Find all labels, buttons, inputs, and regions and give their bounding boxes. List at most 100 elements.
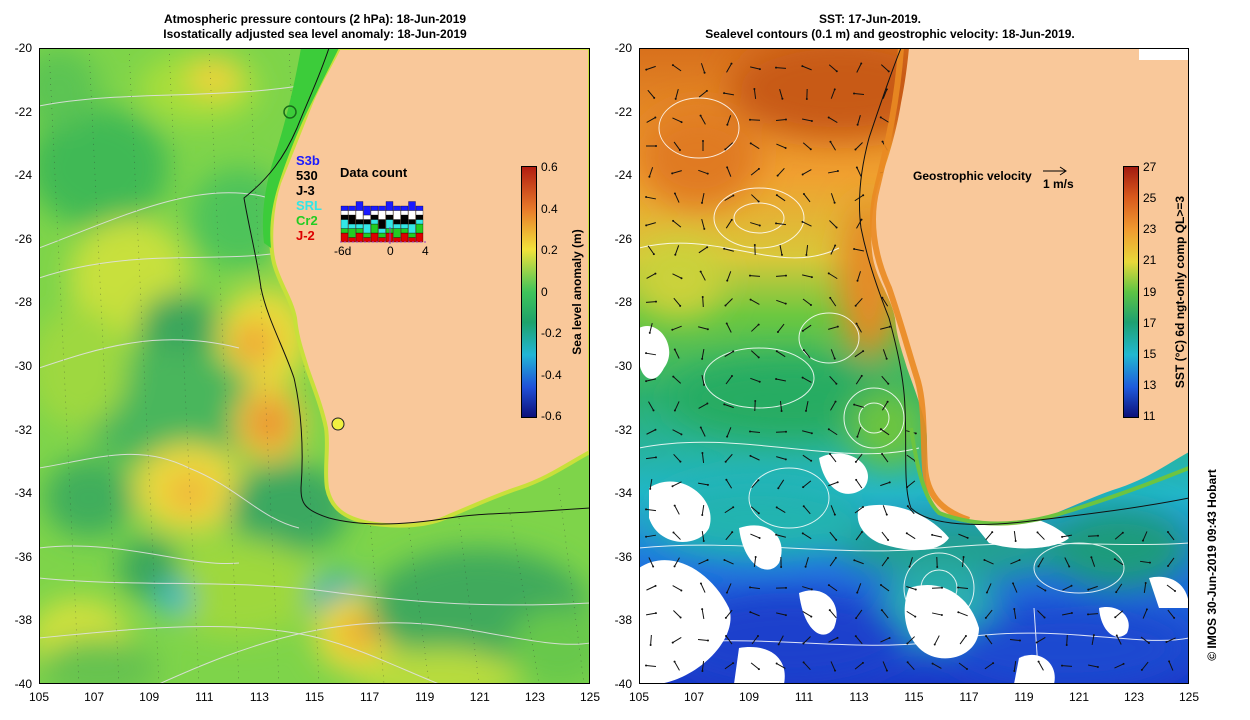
velocity-arrow-head xyxy=(1014,539,1017,542)
colorbar-tick-label: -0.2 xyxy=(541,326,562,340)
longitude-tick-label: 105 xyxy=(28,690,50,704)
velocity-arrow-head xyxy=(855,617,858,620)
velocity-arrow xyxy=(646,585,656,591)
longitude-tick-label: 113 xyxy=(849,690,869,704)
velocity-arrow-head xyxy=(730,218,733,221)
velocity-arrow xyxy=(803,349,811,359)
velocity-arrow-head xyxy=(653,96,656,99)
velocity-arrow xyxy=(856,63,862,73)
longitude-tick-label: 109 xyxy=(139,690,160,704)
velocity-arrow-head xyxy=(749,118,752,121)
velocity-arrow xyxy=(776,194,786,202)
velocity-arrow-head xyxy=(936,565,939,568)
colorbar-tick-label: 0.6 xyxy=(541,160,558,174)
colorbar-tick-label: 0.4 xyxy=(541,201,558,216)
velocity-arrow xyxy=(882,89,888,99)
velocity-arrow-head xyxy=(879,116,882,119)
velocity-arrow xyxy=(778,635,784,645)
velocity-arrow xyxy=(853,92,865,96)
velocity-arrow-head xyxy=(674,97,677,100)
velocity-arrow-head xyxy=(784,430,787,433)
right-title-line2: Sealevel contours (0.1 m) and geostrophi… xyxy=(705,27,1075,41)
velocity-arrow-head xyxy=(732,194,735,197)
velocity-arrow-head xyxy=(914,615,917,618)
velocity-arrow xyxy=(802,454,812,462)
velocity-arrow-head xyxy=(965,668,968,671)
velocity-arrow xyxy=(882,349,888,359)
longitude-tick-label: 119 xyxy=(415,690,435,704)
velocity-arrow-head xyxy=(654,428,657,431)
velocity-arrow xyxy=(802,430,812,434)
velocity-arrow xyxy=(674,193,680,203)
velocity-arrow xyxy=(724,559,734,565)
velocity-arrow-head xyxy=(702,539,705,542)
velocity-arrow xyxy=(1013,530,1017,542)
velocity-arrow xyxy=(672,64,682,72)
velocity-arrow-head xyxy=(833,88,836,91)
velocity-arrow-head xyxy=(853,248,856,251)
velocity-arrow-head xyxy=(749,430,752,433)
colorbar-tick-label: 19 xyxy=(1143,284,1157,299)
velocity-arrow xyxy=(1037,610,1045,618)
velocity-arrow xyxy=(645,534,657,538)
data-count-bar-segment xyxy=(363,237,371,243)
velocity-arrow-head xyxy=(906,505,909,508)
data-count-bar-segment xyxy=(355,210,364,220)
velocity-arrow-head xyxy=(1113,558,1116,561)
velocity-arrow xyxy=(856,323,862,333)
velocity-arrow-head xyxy=(802,486,805,489)
velocity-arrow-head xyxy=(1013,608,1016,611)
velocity-arrow-head xyxy=(724,460,727,463)
velocity-arrow-head xyxy=(723,403,726,406)
velocity-arrow xyxy=(803,661,811,671)
data-count-bar-segment xyxy=(348,228,356,238)
velocity-arrow-head xyxy=(827,584,830,587)
velocity-arrow xyxy=(750,168,760,176)
velocity-arrow-head xyxy=(703,71,706,74)
data-count-bar-segment xyxy=(393,210,401,220)
velocity-arrow xyxy=(776,506,786,514)
velocity-arrow-head xyxy=(654,612,657,615)
velocity-arrow xyxy=(1140,636,1150,644)
data-count-bar-segment xyxy=(370,219,379,225)
velocity-arrow xyxy=(1087,535,1099,537)
velocity-arrow xyxy=(648,167,654,177)
longitude-tick-label: 115 xyxy=(304,690,325,704)
velocity-scale-label: 1 m/s xyxy=(1043,177,1074,191)
data-count-bar-segment xyxy=(385,214,394,220)
velocity-arrow xyxy=(855,142,863,150)
latitude-tick-label: -28 xyxy=(614,295,632,310)
velocity-arrow xyxy=(750,299,760,305)
velocity-arrow xyxy=(802,118,812,122)
velocity-arrow-head xyxy=(757,479,760,482)
velocity-arrow xyxy=(985,609,993,619)
velocity-arrow xyxy=(855,375,863,385)
velocity-arrow-head xyxy=(885,357,888,360)
velocity-arrow-head xyxy=(702,140,705,142)
data-count-bar-segment xyxy=(340,205,349,211)
velocity-arrow xyxy=(855,635,863,645)
velocity-arrow-head xyxy=(1087,613,1090,616)
velocity-arrow-head xyxy=(784,146,787,149)
sst-field xyxy=(639,48,1189,684)
latitude-tick-label: -36 xyxy=(14,549,32,564)
longitude-tick-label: 105 xyxy=(628,690,650,704)
velocity-arrow xyxy=(1036,637,1046,643)
velocity-arrow xyxy=(828,637,838,643)
velocity-arrow xyxy=(830,401,836,411)
velocity-arrow xyxy=(645,196,657,200)
velocity-arrow-head xyxy=(801,329,804,332)
velocity-arrow-head xyxy=(645,224,648,227)
velocity-arrow-head xyxy=(1174,589,1177,592)
velocity-arrow xyxy=(802,221,812,227)
velocity-arrow-head xyxy=(671,328,674,331)
velocity-arrow xyxy=(776,299,786,305)
velocity-arrow-head xyxy=(673,660,676,663)
velocity-arrow xyxy=(776,456,786,460)
velocity-arrow-head xyxy=(780,409,783,412)
data-count-bar-segment xyxy=(378,237,386,243)
velocity-arrow xyxy=(750,350,760,358)
velocity-arrow-head xyxy=(671,64,674,67)
velocity-arrow-head xyxy=(836,325,839,328)
velocity-arrow-head xyxy=(724,148,727,151)
